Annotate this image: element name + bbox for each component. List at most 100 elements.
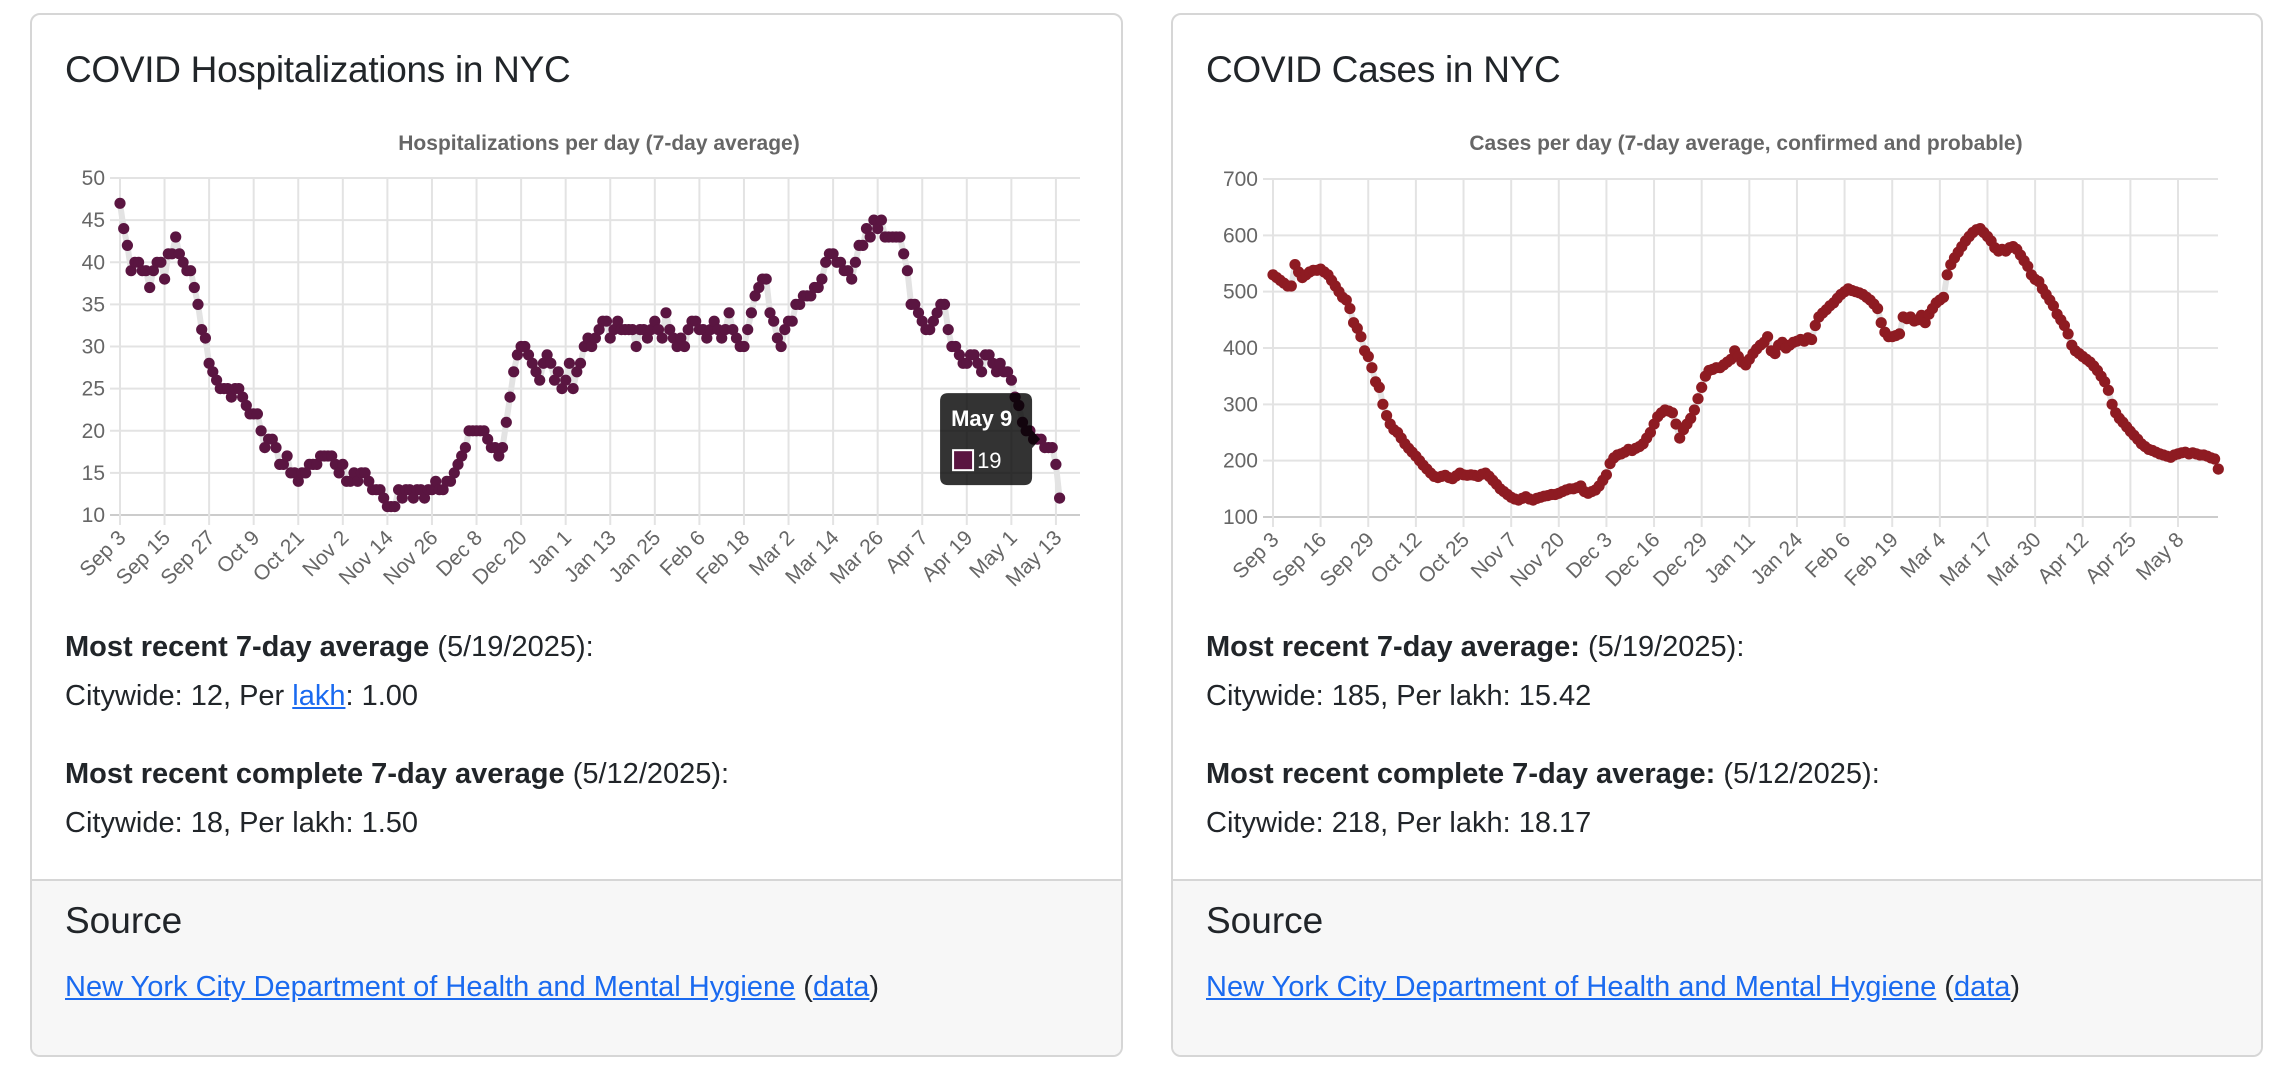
data-point[interactable] [760,273,772,285]
data-point[interactable] [233,383,245,395]
data-point[interactable] [1355,331,1367,343]
data-point[interactable] [942,324,954,336]
cases-chart[interactable]: Cases per day (7-day average, confirmed … [1201,120,2241,620]
data-point[interactable] [188,281,200,294]
data-point[interactable] [418,492,431,504]
data-point[interactable] [352,475,364,487]
data-point[interactable] [775,340,787,353]
data-point[interactable] [983,349,995,361]
data-point[interactable] [556,383,568,395]
data-point[interactable] [1344,303,1356,315]
data-point[interactable] [834,256,847,268]
data-point[interactable] [277,458,289,470]
series[interactable] [1267,223,2224,506]
data-point[interactable] [604,332,616,344]
data-point[interactable] [953,349,966,361]
data-link[interactable]: data [1953,971,2011,1003]
data-point[interactable] [745,307,758,319]
data-point[interactable] [812,281,824,294]
data-point[interactable] [125,265,137,277]
data-point[interactable] [916,315,928,327]
data-point[interactable] [849,256,862,268]
data-point[interactable] [950,340,962,353]
data-point[interactable] [816,273,828,285]
data-point[interactable] [1666,407,1678,419]
data-point[interactable] [237,391,249,403]
data-point[interactable] [2047,300,2059,312]
data-point[interactable] [552,366,564,378]
data-point[interactable] [716,332,728,344]
data-point[interactable] [593,324,605,336]
data-point[interactable] [567,383,579,395]
data-point[interactable] [504,391,516,403]
data-point[interactable] [827,248,839,260]
data-point[interactable] [300,467,312,479]
data-point[interactable] [2058,319,2070,332]
data-point[interactable] [1809,319,1821,332]
data-point[interactable] [1644,426,1656,439]
data-point[interactable] [779,324,791,336]
data-point[interactable] [678,340,691,353]
data-point[interactable] [864,231,876,243]
data-point[interactable] [2102,384,2114,396]
data-point[interactable] [1050,458,1062,470]
data-point[interactable] [1054,492,1066,504]
data-point[interactable] [571,366,583,378]
data-point[interactable] [927,315,940,327]
data-point[interactable] [1941,269,1953,281]
data-point[interactable] [548,374,561,386]
data-point[interactable] [612,315,624,327]
data-point[interactable] [1688,404,1700,416]
data-point[interactable] [1035,433,1047,445]
data-point[interactable] [159,273,171,285]
data-point[interactable] [846,273,858,285]
lakh-link[interactable]: lakh [292,680,346,712]
data-point[interactable] [118,223,130,235]
data-point[interactable] [860,223,873,235]
data-point[interactable] [764,307,776,319]
data-point[interactable] [1381,410,1393,422]
data-point[interactable] [478,425,490,437]
data-point[interactable] [1046,442,1058,454]
data-point[interactable] [820,256,832,268]
data-point[interactable] [2209,453,2221,465]
data-point[interactable] [545,357,557,369]
data-point[interactable] [2099,376,2111,388]
data-point[interactable] [563,357,575,369]
data-point[interactable] [1377,398,1389,410]
data-point[interactable] [374,484,386,496]
data-point[interactable] [534,374,546,386]
data-point[interactable] [652,324,665,336]
data-point[interactable] [2022,260,2034,272]
data-point[interactable] [771,332,784,344]
data-point[interactable] [857,239,869,251]
data-point[interactable] [1366,362,1378,374]
data-point[interactable] [1872,303,1884,315]
data-point[interactable] [281,450,293,462]
data-point[interactable] [1875,317,1887,329]
data-point[interactable] [121,239,133,251]
data-point[interactable] [114,197,126,209]
data-point[interactable] [753,281,765,294]
data-point[interactable] [459,442,471,454]
data-point[interactable] [326,450,338,462]
data-point[interactable] [270,442,282,454]
data-point[interactable] [641,332,654,344]
data-point[interactable] [898,248,910,260]
data-point[interactable] [1696,381,1708,393]
data-point[interactable] [359,467,371,479]
data-point[interactable] [292,475,304,487]
data-point[interactable] [526,357,538,369]
data-point[interactable] [976,366,988,378]
data-point[interactable] [842,265,854,277]
data-point[interactable] [723,307,735,319]
data-point[interactable] [730,332,743,344]
data-point[interactable] [675,332,687,344]
data-point[interactable] [266,433,278,445]
data-point[interactable] [456,450,468,462]
data-point[interactable] [2106,398,2118,410]
data-point[interactable] [493,450,505,462]
data-point[interactable] [147,265,159,277]
data-point[interactable] [2212,463,2224,475]
data-point[interactable] [994,357,1006,369]
